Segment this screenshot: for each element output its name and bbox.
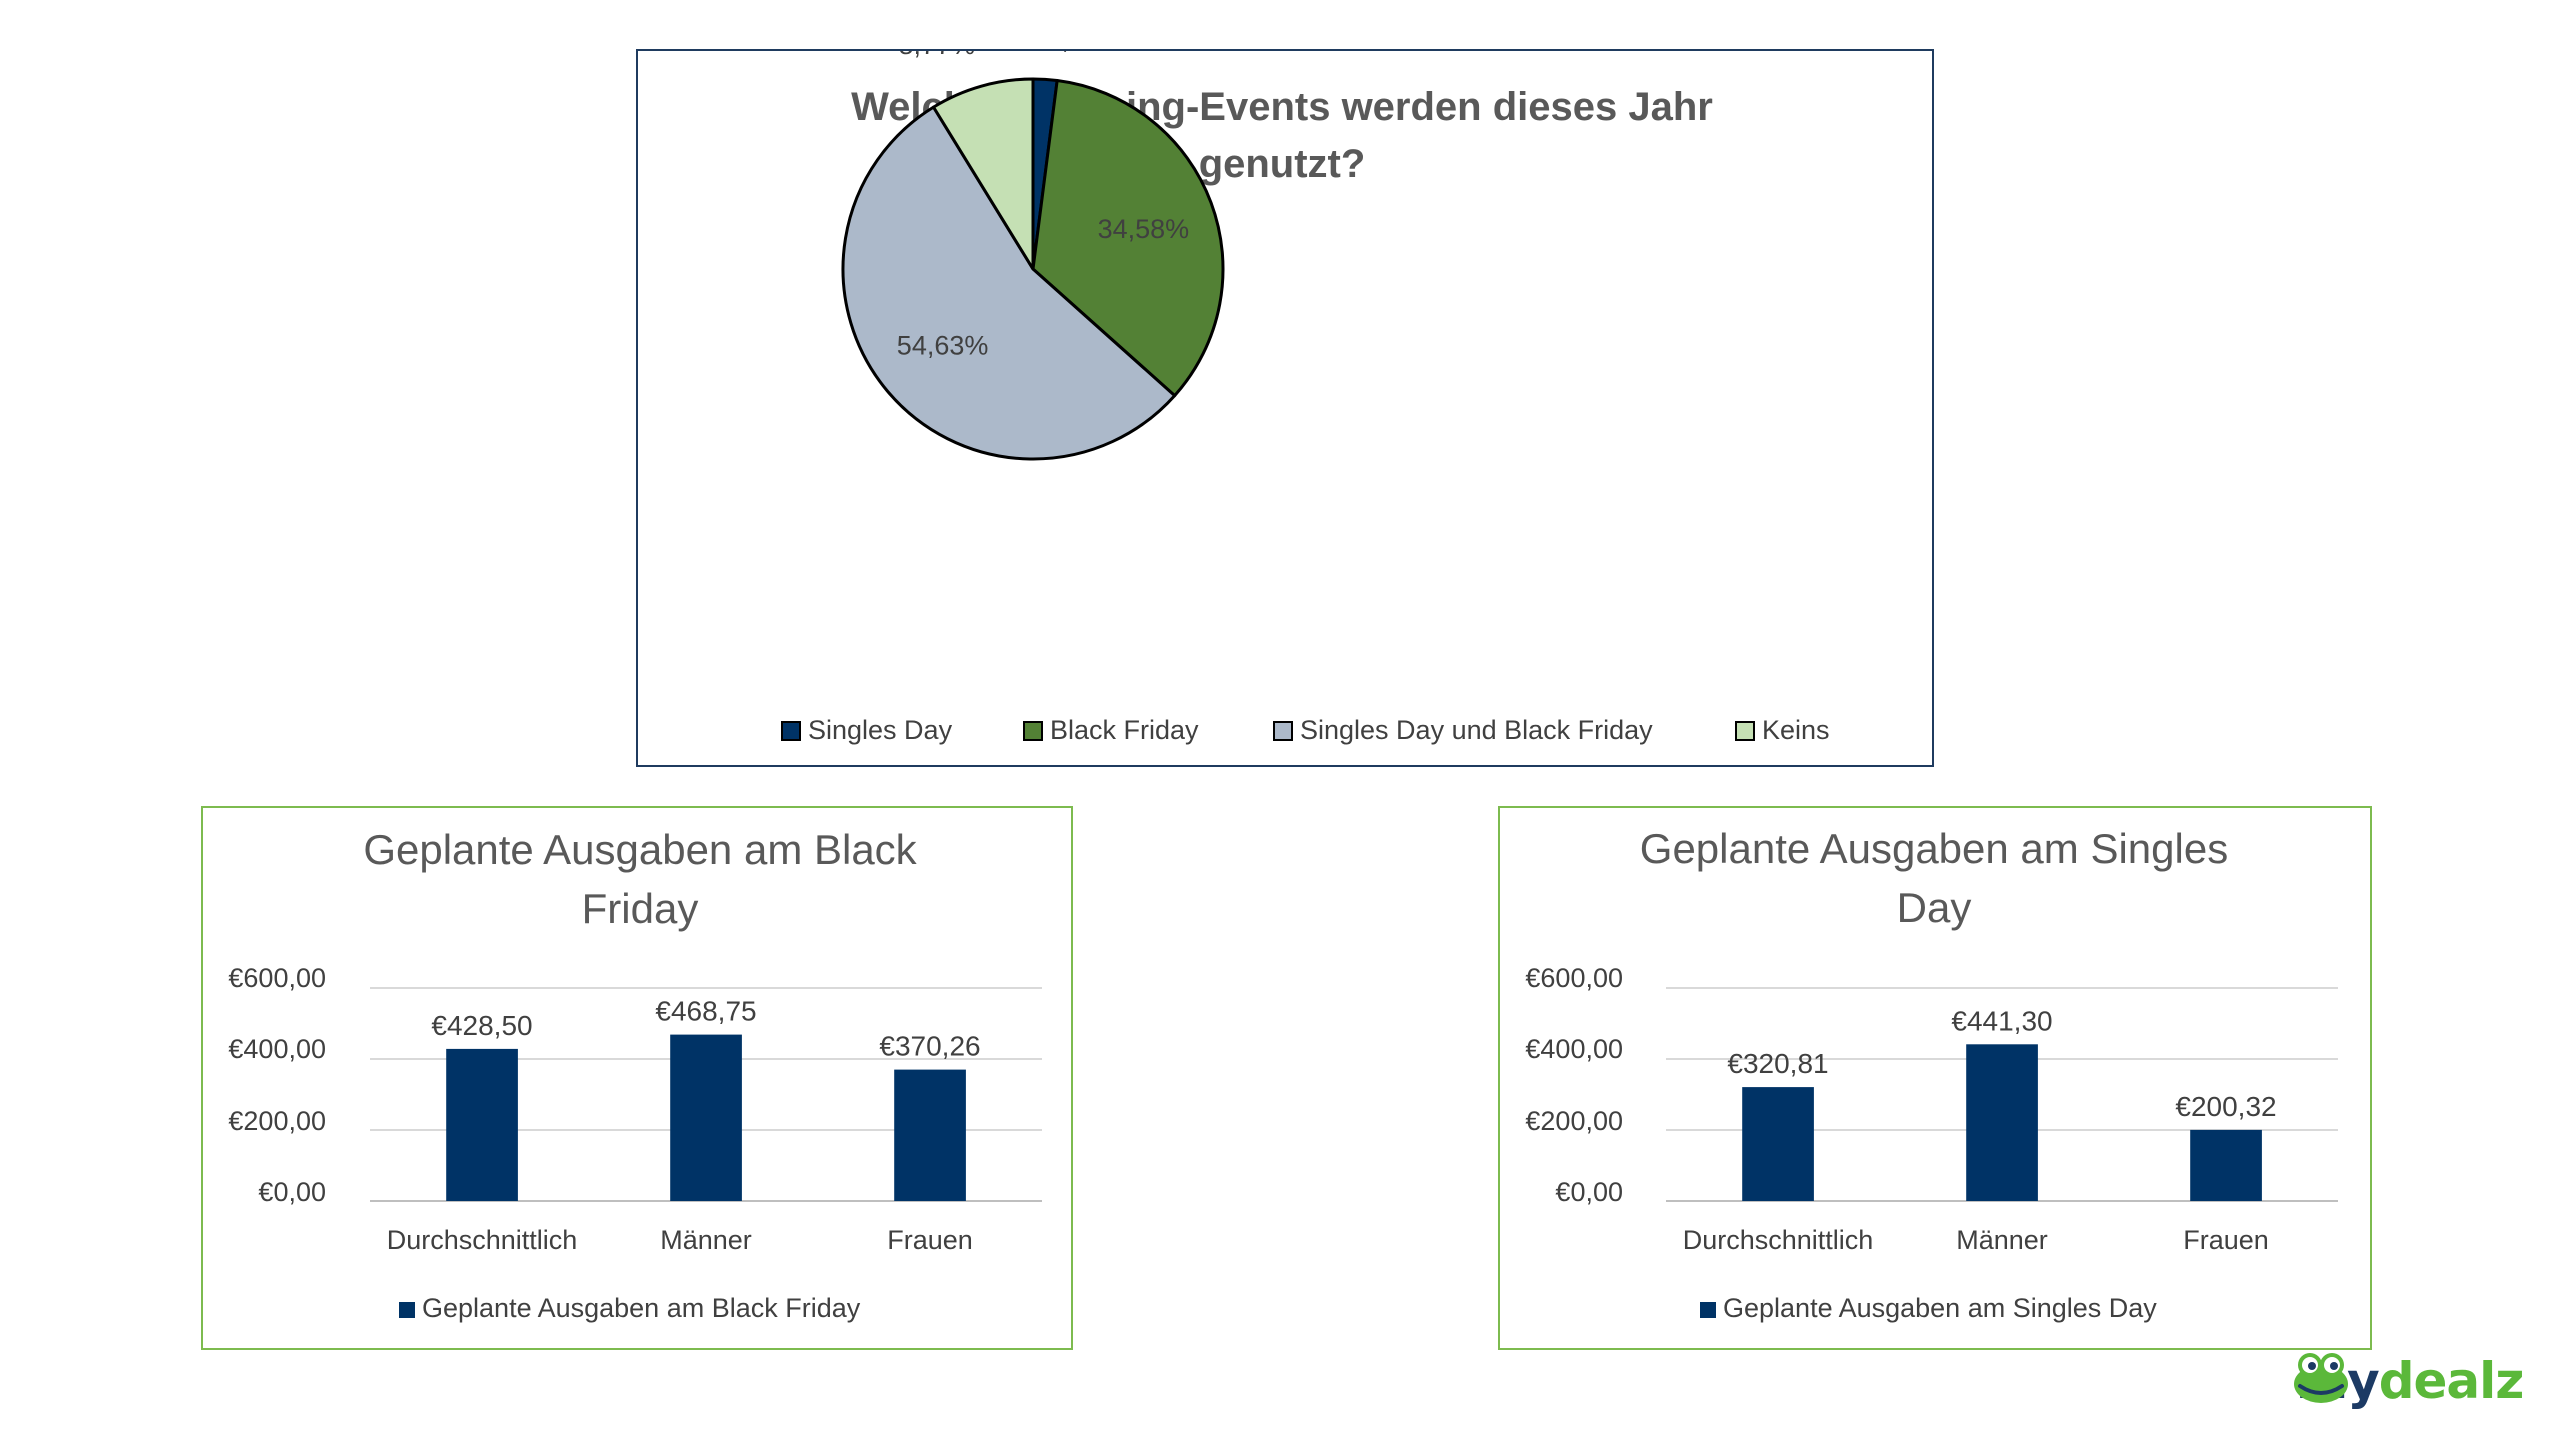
legend-swatch (1700, 1302, 1716, 1318)
legend-swatch (1735, 721, 1755, 741)
pie-data-labels: 2,03% 34,58% 54,63% 8,77% (897, 51, 1189, 361)
y-tick-label: €600,00 (1525, 963, 1623, 993)
y-tick-label: €200,00 (228, 1106, 326, 1136)
bar-data-label: €370,26 (879, 1031, 980, 1062)
pie-chart-panel: Welche Shopping-Events werden dieses Jah… (636, 49, 1934, 767)
bar-chart-singles-day: Geplante Ausgaben am Singles Day €0,00 €… (1525, 825, 2338, 1323)
y-tick-label: €200,00 (1525, 1106, 1623, 1136)
pie-chart: Welche Shopping-Events werden dieses Jah… (781, 51, 1830, 745)
y-axis-tick-labels: €0,00 €200,00 €400,00 €600,00 (228, 963, 326, 1207)
bar-data-label: €441,30 (1951, 1005, 2052, 1036)
chart-title-line-1: Geplante Ausgaben am Singles (1640, 825, 2228, 872)
legend-swatch (1023, 721, 1043, 741)
bar-chart-black-friday-panel: Geplante Ausgaben am Black Friday €0,00 … (201, 806, 1073, 1350)
legend-label: Singles Day und Black Friday (1300, 715, 1653, 745)
x-tick-label: Frauen (2183, 1225, 2269, 1255)
y-tick-label: €0,00 (258, 1177, 326, 1207)
chart-title-line-1: Geplante Ausgaben am Black (363, 826, 917, 873)
legend-label: Singles Day (808, 715, 953, 745)
chart-legend: Geplante Ausgaben am Singles Day (1700, 1293, 2157, 1323)
plot-area: €428,50 Durchschnittlich €468,75 Männer €370… (370, 987, 1042, 1255)
y-tick-label: €600,00 (228, 963, 326, 993)
bar (670, 1034, 742, 1201)
bar-data-label: €320,81 (1727, 1048, 1828, 1079)
crocodile-mascot-icon (2294, 1353, 2348, 1403)
chart-title-line-2: Day (1897, 884, 1972, 931)
pie-slices (841, 77, 1225, 461)
y-tick-label: €0,00 (1555, 1177, 1623, 1207)
bar-chart-black-friday: Geplante Ausgaben am Black Friday €0,00 … (228, 826, 1042, 1323)
pie-data-label: 8,77% (899, 51, 976, 60)
y-axis-tick-labels: €0,00 €200,00 €400,00 €600,00 (1525, 963, 1623, 1207)
pie-data-label: 2,03% (1047, 51, 1124, 55)
chart-legend: Singles Day Black Friday Singles Day und B… (781, 715, 1830, 745)
pie-data-label: 54,63% (897, 331, 989, 361)
chart-legend: Geplante Ausgaben am Black Friday (399, 1293, 861, 1323)
bar (446, 1048, 518, 1201)
bar-chart-singles-day-panel: Geplante Ausgaben am Singles Day €0,00 €… (1498, 806, 2372, 1350)
legend-label: Geplante Ausgaben am Black Friday (422, 1293, 861, 1323)
pie-data-label: 34,58% (1098, 214, 1190, 244)
legend-swatch (1273, 721, 1293, 741)
pie-slice-black-friday (1031, 79, 1225, 398)
bar (1966, 1044, 2038, 1201)
bar (2190, 1129, 2262, 1201)
legend-swatch (399, 1302, 415, 1318)
y-tick-label: €400,00 (1525, 1034, 1623, 1064)
pie-slice-none (932, 77, 1035, 271)
x-tick-label: Männer (660, 1225, 752, 1255)
bar-data-label: €200,32 (2175, 1091, 2276, 1122)
x-tick-label: Durchschnittlich (387, 1225, 578, 1255)
x-tick-label: Durchschnittlich (1683, 1225, 1874, 1255)
chart-title-line-2: Friday (582, 885, 699, 932)
legend-label: Black Friday (1050, 715, 1199, 745)
legend-label: Geplante Ausgaben am Singles Day (1723, 1293, 2157, 1323)
mydealz-logo: mydealz (2290, 1348, 2552, 1414)
bar-data-label: €428,50 (431, 1010, 532, 1041)
x-tick-label: Männer (1956, 1225, 2048, 1255)
legend-label: Keins (1762, 715, 1830, 745)
legend-swatch (781, 721, 801, 741)
bar (894, 1069, 966, 1201)
plot-area: €320,81 Durchschnittlich €441,30 Männer €200… (1666, 987, 2338, 1255)
x-tick-label: Frauen (887, 1225, 973, 1255)
pie-slice-both (841, 105, 1177, 461)
bar (1742, 1087, 1814, 1201)
chart-title-line-2: genutzt? (1199, 142, 1366, 186)
y-tick-label: €400,00 (228, 1034, 326, 1064)
bar-data-label: €468,75 (655, 996, 756, 1027)
